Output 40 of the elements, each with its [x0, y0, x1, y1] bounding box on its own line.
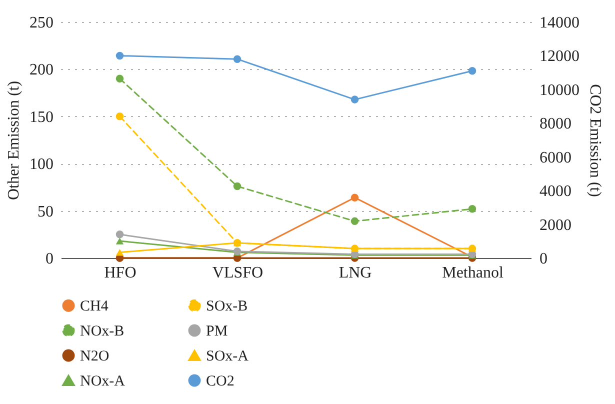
legend-label: NOx-B [80, 324, 124, 340]
point [233, 182, 242, 190]
y2-tick-label: 12000 [540, 48, 580, 66]
point [350, 96, 359, 104]
y-tick-label: 100 [30, 156, 54, 174]
point [468, 205, 476, 213]
point [116, 52, 124, 60]
legend-label: CH4 [80, 298, 109, 315]
y-tick-label: 150 [30, 108, 54, 126]
legend-label: NOx-A [80, 374, 126, 390]
y-tick-label: 50 [38, 203, 54, 220]
y2-tick-label: 4000 [540, 183, 572, 200]
y2-tick-label: 2000 [540, 216, 572, 234]
point [233, 55, 242, 63]
y2-tick-label: 8000 [540, 116, 572, 133]
x-tick-label: LNG [338, 264, 372, 282]
y2-tick-label: 14000 [540, 14, 580, 32]
point [116, 112, 124, 120]
y-axis-title: Other Emission (t) [6, 80, 22, 200]
legend-label: PM [206, 324, 228, 340]
y2-tick-label: 6000 [540, 149, 572, 166]
x-tick-label: VLSFO [212, 264, 264, 282]
legend-label: SOx-A [206, 348, 249, 364]
point [468, 67, 476, 75]
point [116, 74, 124, 83]
y-tick-label: 250 [30, 14, 54, 32]
x-tick-label: HFO [104, 264, 136, 282]
y-tick-label: 200 [30, 62, 54, 79]
y2-axis-title: CO2 Emission (t) [586, 84, 604, 197]
point [116, 230, 124, 238]
y2-tick-label: 10000 [540, 82, 580, 99]
legend-label: N2O [80, 348, 110, 364]
x-tick-label: Methanol [442, 264, 504, 282]
point [116, 238, 124, 244]
legend-label: SOx-B [206, 298, 248, 315]
y2-tick-label: 0 [540, 250, 548, 268]
point [350, 194, 359, 202]
point [350, 217, 359, 226]
y-tick-label: 0 [46, 250, 54, 268]
legend-label: CO2 [206, 374, 234, 390]
